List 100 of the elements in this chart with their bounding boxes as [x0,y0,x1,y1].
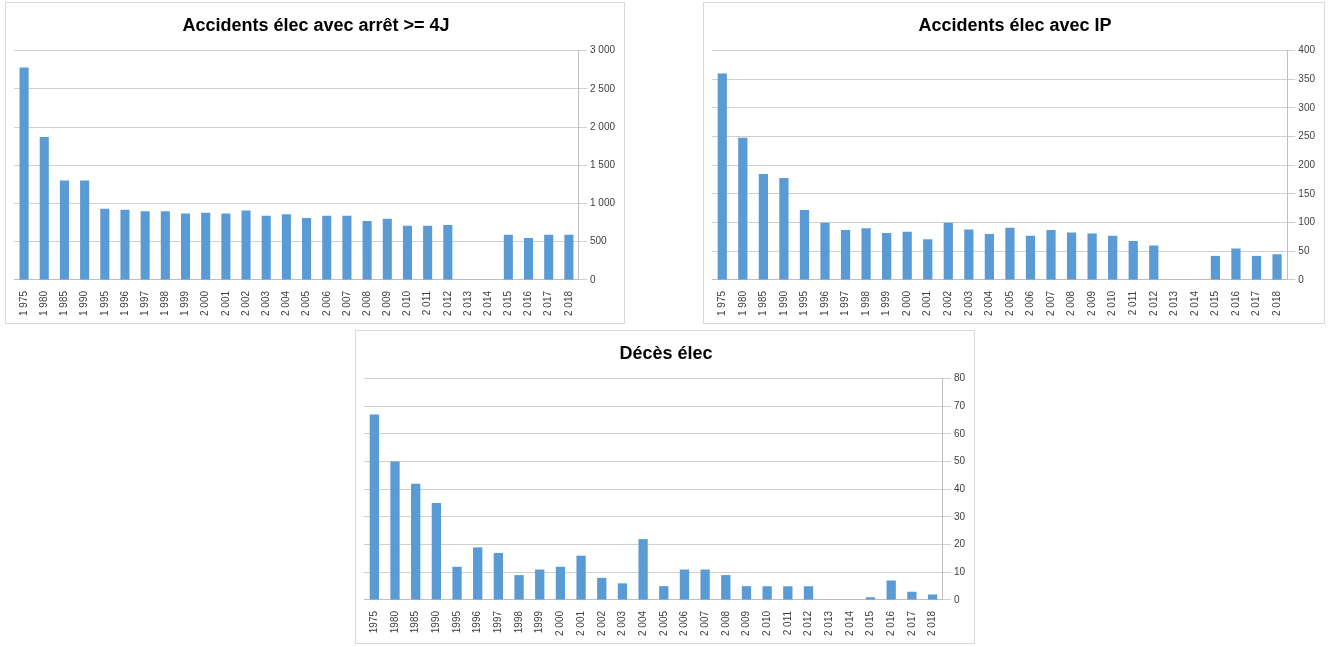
x-tick-label: 1 990 [78,290,90,317]
bar [984,234,995,280]
x-tick-label: 2 013 [1168,290,1180,317]
bar [617,583,628,600]
bar [1149,245,1159,280]
y-tick-label: 2 000 [589,120,616,132]
x-tick-label: 1 975 [716,290,728,317]
y-tick-label: 0 [1298,273,1305,285]
x-tick-label: 1980 [388,610,400,634]
x-tick-label: 2 012 [1147,290,1159,317]
bar [638,539,648,600]
y-tick-label: 3 000 [589,44,616,56]
x-tick-label: 2 001 [219,290,231,317]
bar [564,234,574,280]
bar [261,215,271,280]
x-tick-label: 2 001 [921,290,933,317]
y-tick-label: 60 [953,427,966,439]
x-tick-label: 2 004 [983,290,995,317]
bar [758,173,768,280]
bar [221,213,231,280]
bar [140,211,150,280]
y-tick-label: 400 [1298,44,1316,56]
bar [1272,254,1282,280]
x-tick-label: 1 997 [839,290,851,317]
bar [1210,255,1221,280]
x-tick-label: 1 980 [736,290,748,317]
bar [886,580,896,600]
x-tick-label: 2 014 [481,290,493,317]
x-tick-label: 2 006 [678,610,690,637]
x-tick-label: 2 018 [926,610,938,637]
bar [369,414,379,600]
bar [452,566,462,600]
x-tick-label: 2 015 [864,610,876,637]
bar [1128,240,1138,280]
bar [943,222,953,280]
x-tick-label: 2 013 [822,610,834,637]
bar [423,225,433,280]
bar [503,234,513,280]
bar [535,569,545,600]
y-tick-label: 40 [953,483,966,495]
bar [927,594,938,600]
x-tick-label: 1999 [533,610,545,634]
y-tick-label: 0 [589,273,596,285]
chart-title: Accidents élec avec arrêt >= 4J [182,14,450,35]
x-tick-label: 2 009 [381,290,393,317]
bar [779,177,789,280]
bar [923,239,933,280]
y-tick-label: 0 [953,593,960,605]
y-tick-label: 200 [1298,159,1316,171]
x-tick-label: 1 999 [880,290,892,317]
x-tick-label: 2 015 [502,290,514,317]
x-tick-label: 2 005 [1003,290,1015,317]
bar [803,586,814,600]
x-tick-label: 2 016 [522,290,534,317]
y-tick-label: 300 [1298,101,1316,113]
bar [473,547,483,600]
x-tick-label: 2 005 [300,290,312,317]
bar [679,569,690,600]
chart-title: Accidents élec avec IP [918,14,1112,35]
y-tick-label: 500 [589,235,608,247]
x-tick-label: 2 000 [554,610,566,637]
y-tick-label: 10 [953,566,966,578]
y-tick-label: 50 [953,455,966,467]
x-tick-label: 2 012 [802,610,814,637]
x-tick-label: 1985 [409,610,421,634]
x-tick-label: 1975 [368,610,380,634]
bar [59,180,69,280]
bar [160,211,170,280]
bar [411,483,421,600]
x-tick-label: 1 998 [159,290,171,317]
bar [544,234,554,280]
bar [402,225,413,280]
bar [281,214,291,280]
bar [576,555,586,600]
x-tick-label: 2 008 [360,290,372,317]
y-tick-label: 2 500 [589,82,616,94]
bar [201,212,211,280]
x-tick-label: 1 996 [818,290,830,317]
x-tick-label: 2 010 [401,290,413,317]
x-tick-label: 1 990 [777,290,789,317]
bar [907,591,917,600]
bar [738,137,748,280]
bar [861,228,871,280]
x-tick-label: 1 995 [98,290,110,317]
bar [1087,233,1097,280]
bar [1005,227,1015,280]
bar [597,577,607,600]
bar [700,569,710,600]
x-tick-label: 1996 [471,610,483,634]
y-tick-label: 250 [1298,130,1316,142]
bar [555,566,566,600]
x-tick-label: 2 014 [1188,290,1200,317]
x-tick-label: 1990 [430,610,442,634]
x-tick-label: 2 011 [421,290,433,316]
x-tick-label: 2 006 [1024,290,1036,317]
x-tick-label: 1998 [512,610,524,634]
bar [390,461,400,600]
x-tick-label: 2 003 [962,290,974,317]
x-tick-label: 2 007 [340,290,352,317]
x-tick-label: 2 000 [199,290,211,317]
